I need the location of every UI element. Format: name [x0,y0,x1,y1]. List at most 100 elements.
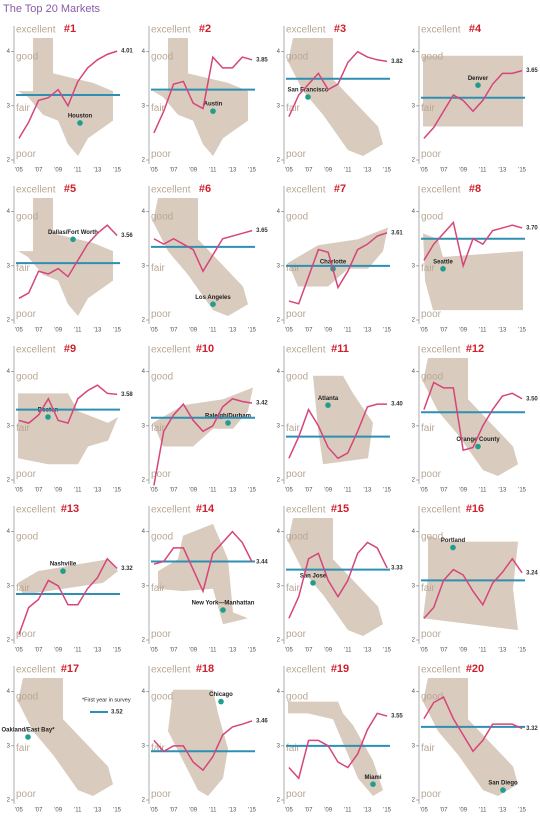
rank: #14 [196,503,215,515]
rating-label: poor [16,629,37,640]
value-label: 3.82 [391,59,403,65]
city-dot [370,781,376,787]
rating-line [288,50,388,117]
rating-label: good [286,692,308,703]
rating-label: excellent [286,185,326,196]
chart-title: The Top 20 Markets [3,3,101,15]
x-tick-label: '05 [15,808,23,814]
x-tick-label: '15 [113,168,121,174]
x-tick-label: '09 [54,168,62,174]
rating-label: good [16,372,38,383]
city-dot [220,607,226,613]
y-tick-label: 3 [7,743,11,749]
rating-label: fair [286,423,301,434]
city-label: Dallas/Fort Worth [48,230,98,236]
rating-line [153,720,253,772]
state-shape [18,38,113,156]
city-dot [218,698,224,705]
rating-line [288,232,388,305]
value-label: 3.85 [256,57,268,63]
rating-label: good [151,532,173,543]
x-tick-label: '07 [305,808,313,814]
y-tick-label: 4 [142,689,146,695]
rating-line [423,220,523,269]
y-tick-label: 2 [412,798,416,804]
x-tick-label: '07 [170,808,178,814]
x-tick-label: '05 [15,488,23,494]
rating-label: fair [16,583,31,594]
y-tick-label: 2 [412,638,416,644]
rating-line [288,541,388,619]
x-tick-label: '11 [479,328,487,334]
rating-line [18,50,118,139]
y-tick-label: 2 [412,158,416,164]
x-tick-label: '05 [150,808,158,814]
x-tick-label: '15 [518,488,526,494]
city-label: Denver [468,76,489,82]
y-tick-label: 3 [142,423,146,429]
value-label: 3.50 [526,396,538,402]
state-shape [288,701,383,796]
rating-label: good [16,692,38,703]
x-tick-label: '13 [364,488,372,494]
x-tick-label: '07 [35,648,43,654]
y-tick-label: 2 [412,318,416,324]
x-tick-label: '05 [150,488,158,494]
city-label: Houston [68,114,93,120]
rating-label: excellent [421,185,461,196]
rating-label: good [286,52,308,63]
rating-label: good [421,532,443,543]
rating-label: excellent [16,185,56,196]
rating-label: excellent [151,25,191,36]
state-shape [18,678,113,796]
x-tick-label: '07 [35,488,43,494]
rating-label: poor [151,309,172,320]
x-tick-label: '13 [499,168,507,174]
x-tick-label: '13 [229,328,237,334]
y-tick-label: 4 [277,209,281,215]
x-tick-label: '11 [74,648,82,654]
value-label: 4.01 [121,49,133,55]
state-shape [153,198,248,316]
x-tick-label: '13 [229,808,237,814]
rating-line [423,69,523,139]
rating-label: fair [16,103,31,114]
rating-label: poor [16,149,37,160]
city-label: San Diego [488,781,518,787]
city-label: San Francisco [287,88,328,94]
y-tick-label: 3 [412,423,416,429]
y-tick-label: 4 [277,529,281,535]
value-label: 3.65 [256,228,268,234]
x-tick-label: '15 [383,488,391,494]
y-tick-label: 4 [7,369,11,375]
y-tick-label: 2 [142,798,146,804]
city-dot [475,443,481,450]
rating-label: fair [151,103,166,114]
rating-label: excellent [16,665,56,676]
rating-label: fair [421,103,436,114]
rating-label: good [16,532,38,543]
state-shape [158,523,248,625]
x-tick-label: '11 [209,168,217,174]
x-tick-label: '13 [94,328,102,334]
rating-label: good [286,372,308,383]
x-tick-label: '09 [189,168,197,174]
value-label: 3.42 [256,401,268,407]
rating-label: good [151,52,173,63]
x-tick-label: '07 [440,168,448,174]
x-tick-label: '09 [189,808,197,814]
rank: #17 [61,663,79,675]
x-tick-label: '09 [324,648,332,654]
rating-label: excellent [421,665,461,676]
note: *First year in survey [82,697,131,703]
rating-label: poor [286,469,307,480]
x-tick-label: '15 [113,648,121,654]
y-tick-label: 3 [412,583,416,589]
value-label: 3.33 [391,566,403,572]
city-dot [60,568,66,574]
rating-label: excellent [286,505,326,516]
city-label: Miami [364,775,381,781]
rank: #6 [199,183,211,195]
city-dot [77,120,83,126]
city-label: Chicago [209,692,233,698]
